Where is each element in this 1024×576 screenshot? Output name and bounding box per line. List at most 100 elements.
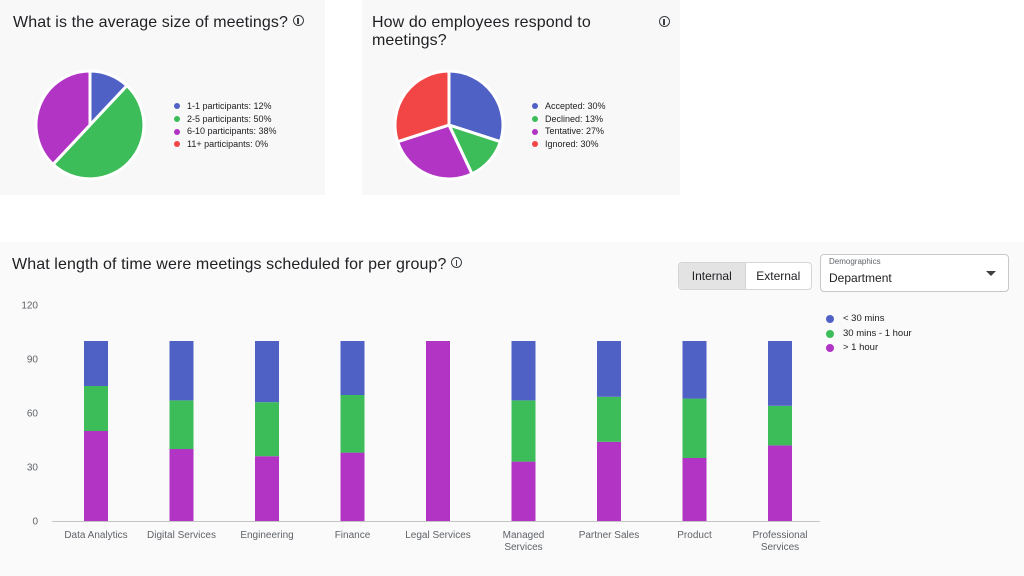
legend-item: < 30 mins bbox=[826, 312, 912, 327]
x-tick-label: Data Analytics bbox=[64, 530, 127, 541]
x-tick-label: Finance bbox=[335, 530, 371, 541]
meeting-length-title-text: What length of time were meetings schedu… bbox=[12, 256, 447, 273]
pie-slice-2-5-participants[interactable] bbox=[51, 84, 146, 181]
legend-item: Accepted: 30% bbox=[532, 100, 606, 113]
meeting-response-pie bbox=[393, 69, 505, 181]
legend-item: 2-5 participants: 50% bbox=[174, 113, 277, 126]
x-tick-label: Digital Services bbox=[147, 530, 216, 541]
legend-swatch bbox=[826, 344, 834, 353]
legend-swatch bbox=[826, 315, 834, 324]
bar-segment[interactable] bbox=[768, 405, 792, 446]
meeting-size-card: What is the average size of meetings? 1-… bbox=[0, 0, 325, 195]
legend-label: Accepted: 30% bbox=[545, 101, 606, 111]
legend-item: 1-1 participants: 12% bbox=[174, 100, 277, 113]
bar-segment[interactable] bbox=[597, 341, 621, 397]
x-tick-label: Product bbox=[677, 530, 712, 541]
y-tick-label: 30 bbox=[27, 463, 39, 474]
pie-slice-tentative[interactable] bbox=[396, 123, 474, 181]
bar-segment[interactable] bbox=[597, 441, 621, 521]
bar-segment[interactable] bbox=[169, 449, 194, 521]
legend-label: 30 mins - 1 hour bbox=[843, 327, 912, 339]
legend-label: Ignored: 30% bbox=[545, 139, 599, 150]
bar-segment[interactable] bbox=[340, 341, 365, 395]
bar-segment[interactable] bbox=[682, 341, 707, 399]
meeting-response-title: How do employees respond to meetings? bbox=[372, 14, 591, 49]
x-tick-label: Services bbox=[504, 542, 542, 553]
x-tick-label: Partner Sales bbox=[579, 530, 640, 541]
bar-segment[interactable] bbox=[426, 341, 450, 521]
bar-segment[interactable] bbox=[768, 341, 792, 406]
bar-segment[interactable] bbox=[84, 431, 108, 521]
bar-segment[interactable] bbox=[169, 400, 194, 449]
legend-label: 2-5 participants: 50% bbox=[187, 113, 272, 124]
legend-swatch bbox=[532, 103, 538, 110]
meeting-size-title: What is the average size of meetings? bbox=[13, 14, 304, 32]
bar-segment[interactable] bbox=[340, 395, 365, 453]
demographics-value: Department bbox=[829, 271, 892, 285]
bar-segment[interactable] bbox=[597, 396, 621, 442]
legend-swatch bbox=[174, 128, 180, 135]
toggle-internal[interactable]: Internal bbox=[679, 263, 745, 289]
meeting-length-legend: < 30 mins 30 mins - 1 hour > 1 hour bbox=[826, 312, 912, 356]
legend-item: Ignored: 30% bbox=[532, 138, 606, 151]
info-icon[interactable] bbox=[451, 257, 463, 268]
pie-slice-6-10-participants[interactable] bbox=[34, 69, 92, 166]
legend-swatch bbox=[174, 141, 180, 148]
legend-swatch bbox=[532, 141, 538, 148]
bar-segment[interactable] bbox=[169, 341, 194, 401]
y-tick-label: 60 bbox=[27, 409, 39, 420]
meeting-size-legend: 1-1 participants: 12% 2-5 participants: 5… bbox=[174, 100, 277, 151]
legend-swatch bbox=[174, 116, 180, 123]
info-icon[interactable] bbox=[292, 15, 304, 26]
meeting-length-title: What length of time were meetings schedu… bbox=[12, 256, 463, 274]
legend-label: Declined: 13% bbox=[545, 113, 604, 124]
chevron-down-icon bbox=[986, 271, 996, 276]
bar-segment[interactable] bbox=[768, 445, 792, 521]
bar-segment[interactable] bbox=[255, 341, 279, 403]
legend-label: < 30 mins bbox=[843, 313, 885, 324]
bar-segment[interactable] bbox=[682, 398, 707, 458]
x-tick-label: Managed bbox=[503, 530, 545, 541]
x-tick-label: Services bbox=[761, 542, 799, 553]
bar-segment[interactable] bbox=[255, 456, 279, 521]
meeting-length-card: What length of time were meetings schedu… bbox=[0, 242, 1024, 576]
legend-item: > 1 hour bbox=[826, 341, 912, 356]
demographics-select[interactable]: Demographics Department bbox=[820, 254, 1009, 292]
legend-swatch bbox=[532, 128, 538, 135]
internal-external-toggle: Internal External bbox=[678, 262, 812, 290]
y-tick-label: 120 bbox=[21, 301, 38, 312]
toggle-external[interactable]: External bbox=[744, 263, 812, 289]
legend-label: 6-10 participants: 38% bbox=[187, 126, 277, 137]
legend-label: Tentative: 27% bbox=[545, 126, 605, 137]
demographics-label: Demographics bbox=[829, 257, 881, 266]
legend-item: 30 mins - 1 hour bbox=[826, 327, 912, 342]
pie-slice-accepted[interactable] bbox=[447, 69, 505, 144]
bar-segment[interactable] bbox=[511, 400, 536, 462]
legend-swatch bbox=[532, 116, 538, 123]
y-tick-label: 90 bbox=[27, 355, 39, 366]
meeting-response-legend: Accepted: 30% Declined: 13% Tentative: 27%… bbox=[532, 100, 606, 151]
info-icon[interactable] bbox=[659, 16, 670, 27]
bar-segment[interactable] bbox=[255, 402, 279, 457]
legend-label: 1-1 participants: 12% bbox=[187, 101, 272, 111]
x-tick-label: Engineering bbox=[240, 530, 293, 541]
meeting-length-bar-chart: 0 30 60 90 120 Data Analytics Digital Services… bbox=[21, 301, 820, 553]
meeting-response-card: How do employees respond to meetings? Ac… bbox=[362, 0, 680, 195]
bar-segment[interactable] bbox=[511, 461, 536, 521]
y-tick-label: 0 bbox=[32, 517, 38, 528]
legend-item: 6-10 participants: 38% bbox=[174, 125, 277, 138]
bar-segment[interactable] bbox=[511, 341, 536, 401]
legend-item: 11+ participants: 0% bbox=[174, 138, 277, 151]
meeting-size-pie bbox=[34, 69, 146, 181]
legend-item: Declined: 13% bbox=[532, 113, 606, 126]
legend-swatch bbox=[826, 329, 834, 338]
legend-label: > 1 hour bbox=[843, 342, 879, 353]
legend-item: Tentative: 27% bbox=[532, 125, 606, 138]
pie-slice-ignored[interactable] bbox=[393, 69, 451, 144]
bar-segment[interactable] bbox=[84, 341, 108, 386]
bar-segment[interactable] bbox=[340, 452, 365, 521]
x-tick-label: Professional bbox=[752, 530, 807, 541]
bar-segment[interactable] bbox=[84, 386, 108, 431]
bar-segment[interactable] bbox=[682, 458, 707, 521]
legend-swatch bbox=[174, 103, 180, 110]
